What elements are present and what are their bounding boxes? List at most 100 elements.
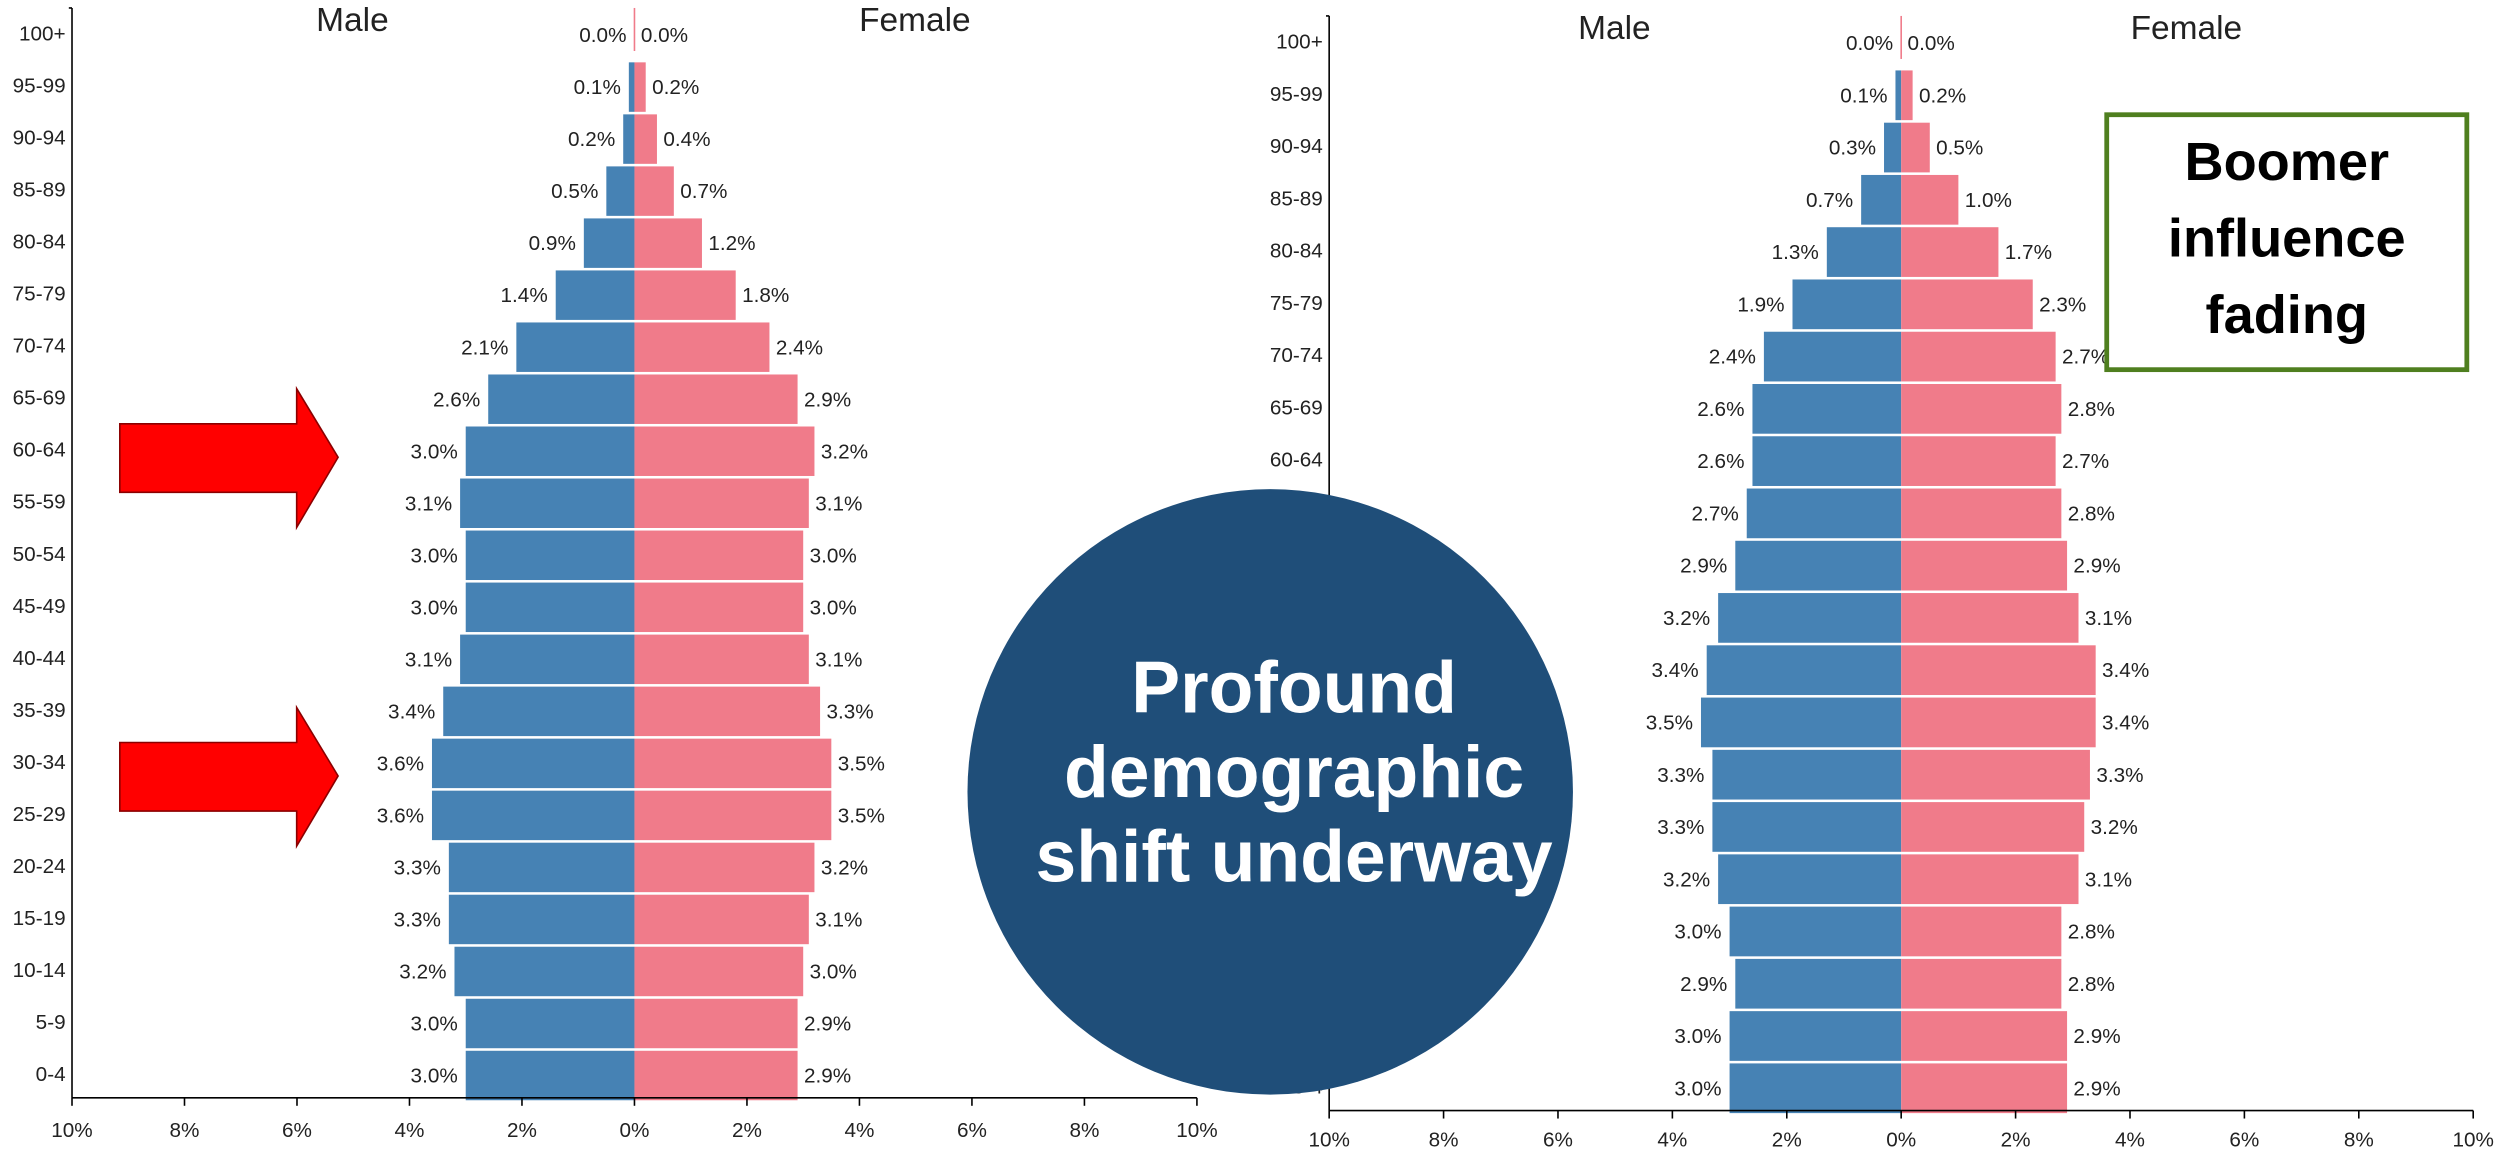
bar — [634, 374, 798, 424]
value-label: 3.1% — [405, 648, 452, 671]
value-label: 3.0% — [411, 1065, 458, 1088]
value-label: 2.6% — [433, 388, 480, 411]
value-label: 0.2% — [652, 76, 699, 99]
value-label: 2.7% — [2062, 450, 2109, 473]
x-tick-label: 10% — [1308, 1128, 1349, 1151]
x-tick-label: 4% — [844, 1119, 874, 1142]
y-tick-label: 50-54 — [13, 543, 66, 566]
value-label: 3.5% — [838, 804, 885, 827]
value-label: 0.0% — [641, 24, 688, 47]
bar — [555, 270, 635, 320]
bar — [1901, 331, 2056, 382]
value-label: 0.7% — [680, 180, 727, 203]
bar — [634, 790, 832, 841]
value-label: 3.6% — [377, 752, 424, 775]
x-tick-label: 0% — [619, 1119, 649, 1142]
y-tick-label: 80-84 — [13, 231, 66, 254]
value-label: 0.5% — [551, 180, 598, 203]
value-label: 2.4% — [776, 336, 823, 359]
value-label: 3.0% — [411, 1013, 458, 1036]
x-tick-label: 8% — [2344, 1128, 2374, 1151]
bar — [634, 842, 815, 893]
y-tick-label: 5-9 — [36, 1011, 66, 1034]
value-label: 2.7% — [2062, 346, 2109, 369]
x-tick-label: 2% — [1772, 1128, 1802, 1151]
bar — [460, 634, 635, 685]
bar — [634, 114, 657, 164]
value-label: 3.2% — [1663, 868, 1710, 891]
value-label: 3.5% — [1646, 711, 1693, 734]
x-tick-label: 6% — [282, 1119, 312, 1142]
bar — [465, 998, 635, 1049]
value-label: 3.0% — [810, 544, 857, 567]
value-label: 2.9% — [1680, 555, 1727, 578]
value-label: 3.4% — [2102, 659, 2149, 682]
value-label: 3.3% — [394, 909, 441, 932]
bar — [634, 998, 798, 1049]
x-tick-label: 6% — [957, 1119, 987, 1142]
bar — [448, 894, 635, 945]
bar — [1901, 906, 2062, 957]
bar — [1901, 436, 2056, 486]
arrow — [119, 385, 340, 531]
callout-text: Profound — [1131, 646, 1457, 728]
y-tick-label: 30-34 — [13, 751, 66, 774]
value-label: 3.2% — [399, 961, 446, 984]
value-label: 3.1% — [815, 648, 862, 671]
bar — [1763, 331, 1902, 382]
bar — [1735, 540, 1902, 591]
bar — [1901, 802, 2085, 852]
bar — [583, 218, 635, 268]
value-label: 2.7% — [1692, 502, 1739, 525]
value-label: 3.3% — [2096, 764, 2143, 787]
value-label: 2.9% — [804, 1013, 851, 1036]
bar — [488, 374, 635, 424]
callout-box — [2104, 112, 2470, 373]
bar — [634, 894, 809, 945]
bar — [448, 842, 635, 893]
bar — [443, 686, 635, 737]
bar — [1752, 384, 1902, 434]
value-label: 3.1% — [405, 492, 452, 515]
value-label: 3.4% — [1652, 659, 1699, 682]
bar — [1746, 488, 1902, 539]
bar — [634, 582, 804, 633]
bar — [1901, 227, 1999, 277]
value-label: 2.9% — [804, 1065, 851, 1088]
value-label: 3.6% — [377, 804, 424, 827]
y-tick-label: 20-24 — [13, 855, 66, 878]
bar — [634, 426, 815, 476]
bar — [431, 790, 635, 841]
value-label: 2.1% — [461, 336, 508, 359]
value-label: 0.5% — [1936, 137, 1983, 160]
x-tick-label: 10% — [1176, 1119, 1217, 1142]
bar — [634, 634, 809, 685]
bar — [1712, 749, 1902, 800]
value-label: 3.0% — [411, 440, 458, 463]
y-tick-label: 75-79 — [13, 283, 66, 306]
value-label: 1.3% — [1772, 241, 1819, 264]
bar — [634, 322, 770, 372]
value-label: 2.3% — [2039, 293, 2086, 316]
bar — [465, 582, 635, 633]
callout-text: demographic — [1064, 731, 1524, 813]
value-label: 3.0% — [1674, 1077, 1721, 1100]
bar — [1792, 279, 1902, 330]
y-tick-label: 10-14 — [13, 959, 66, 982]
value-label: 3.2% — [1663, 607, 1710, 630]
bar — [1901, 122, 1930, 173]
x-tick-label: 10% — [51, 1119, 92, 1142]
bar — [1752, 436, 1902, 486]
callout-text: Boomer — [2184, 132, 2389, 192]
y-tick-label: 100+ — [1276, 30, 1323, 53]
value-label: 1.0% — [1965, 189, 2012, 212]
value-label: 2.9% — [1680, 973, 1727, 996]
value-label: 0.9% — [529, 232, 576, 255]
bar — [460, 478, 635, 528]
x-tick-label: 6% — [2229, 1128, 2259, 1151]
bar — [1901, 279, 2033, 330]
bar — [1901, 1063, 2068, 1114]
callout-text: fading — [2206, 285, 2368, 345]
